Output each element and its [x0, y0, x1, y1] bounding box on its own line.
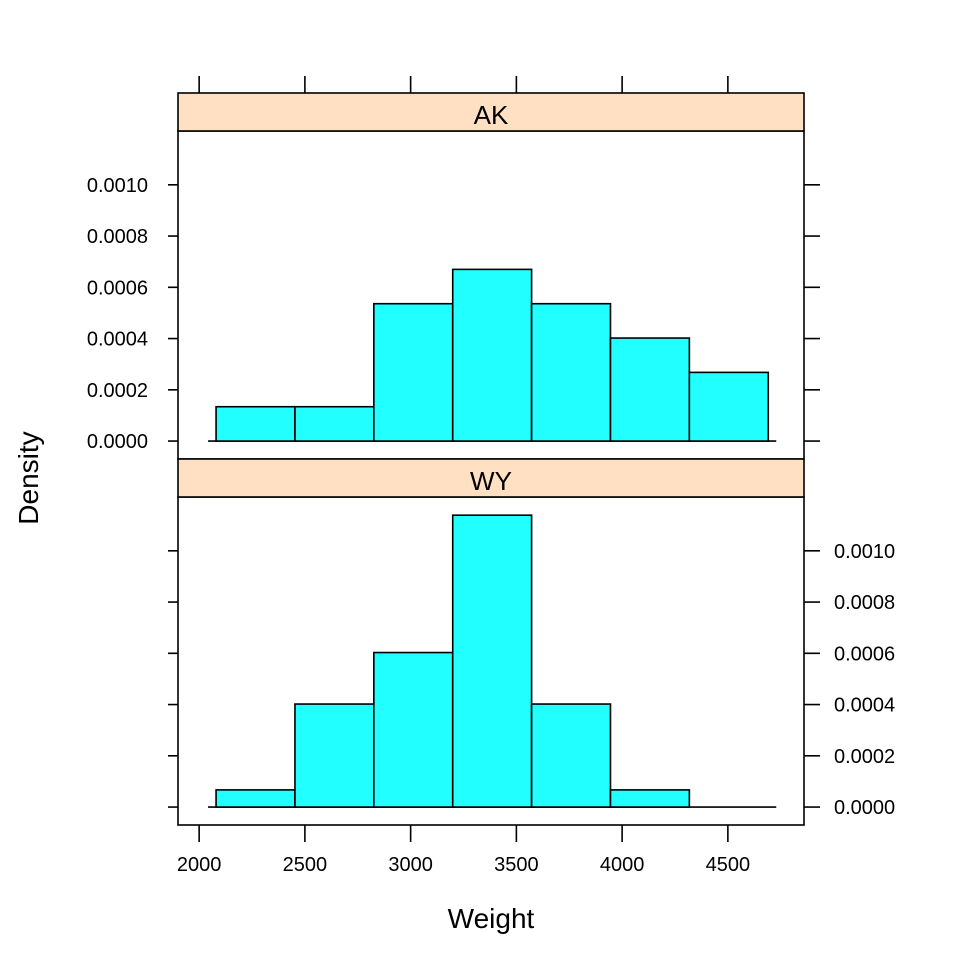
x-tick-label: 3500: [494, 854, 539, 876]
x-tick-label: 2000: [177, 854, 222, 876]
y-tick-label: 0.0000: [87, 431, 148, 453]
x-tick-label: 3000: [388, 854, 433, 876]
y-tick-label: 0.0010: [834, 541, 895, 563]
y-tick-label: 0.0002: [87, 380, 148, 402]
panel-ak: AK 0.0000 0.0002 0.0004 0.0006 0.0008 0.0010: [87, 92, 820, 460]
strip-label: WY: [470, 466, 512, 496]
y-tick-label: 0.0006: [87, 277, 148, 299]
histogram-bar: [294, 405, 375, 442]
y-tick-label: 0.0002: [834, 746, 895, 768]
histogram-bar: [215, 405, 296, 442]
y-axis-label: Density: [13, 431, 44, 524]
x-axis-label: Weight: [448, 903, 535, 934]
y-tick-label: 0.0004: [87, 329, 148, 351]
y-tick-label: 0.0008: [834, 592, 895, 614]
x-axis: 2000 2500 3000 3500 4000 4500: [177, 76, 750, 876]
panel-wy: WY 0.0000 0.0002 0.0004 0.0006 0.0008 0.0010: [168, 458, 895, 826]
histogram-bar: [530, 302, 612, 442]
y-tick-label: 0.0008: [87, 226, 148, 248]
histogram-bar: [373, 651, 454, 808]
histogram-bar: [373, 302, 454, 442]
histogram-bar: [609, 337, 691, 442]
x-tick-label: 2500: [283, 854, 328, 876]
x-tick-label: 4000: [600, 854, 645, 876]
strip-header: [177, 458, 805, 498]
y-tick-label: 0.0004: [834, 695, 895, 717]
y-tick-label: 0.0006: [834, 643, 895, 665]
y-tick-label: 0.0000: [834, 797, 895, 819]
strip-label: AK: [474, 100, 509, 130]
strip-header: [177, 92, 805, 132]
histogram-bar: [688, 371, 770, 442]
histogram-bar: [451, 268, 533, 442]
histogram-bar: [294, 703, 375, 808]
x-tick-label: 4500: [706, 854, 751, 876]
histogram-bar: [215, 789, 296, 808]
histogram-bar: [451, 514, 533, 808]
histogram-bar: [609, 789, 691, 808]
y-tick-label: 0.0010: [87, 175, 148, 197]
histogram-bar: [530, 703, 612, 808]
